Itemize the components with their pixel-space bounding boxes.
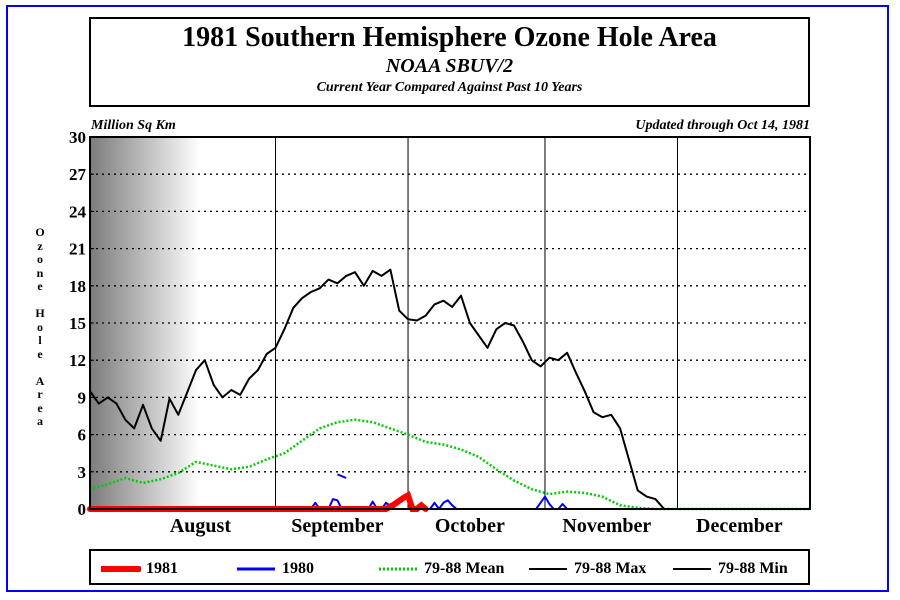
- x-month-label: October: [435, 515, 505, 537]
- y-tick-label: 0: [78, 500, 87, 519]
- legend-label-max: 79-88 Max: [574, 560, 647, 577]
- x-month-label: December: [696, 515, 783, 537]
- y-tick-label: 27: [69, 165, 87, 184]
- legend: 1981 1980 79-88 Mean 79-88 Max 79-88 Min: [89, 549, 810, 585]
- x-month-label: November: [562, 515, 651, 537]
- y-tick-label: 6: [78, 426, 87, 445]
- series-max-line: [89, 268, 682, 510]
- y-axis-label: O z o n e H o l e A r e a: [35, 225, 45, 428]
- legend-label-min: 79-88 Min: [718, 560, 788, 577]
- y-tick-label: 12: [69, 351, 86, 370]
- x-month-label: September: [291, 515, 383, 537]
- chart-subtitle: NOAA SBUV/2: [385, 55, 514, 77]
- y-tick-label: 9: [78, 388, 87, 407]
- chart-title: 1981 Southern Hemisphere Ozone Hole Area: [182, 22, 717, 53]
- legend-label-1981: 1981: [146, 560, 178, 577]
- y-tick-label: 3: [78, 463, 87, 482]
- legend-label-1980: 1980: [282, 560, 314, 577]
- title-box: 1981 Southern Hemisphere Ozone Hole Area…: [89, 17, 810, 107]
- legend-label-mean: 79-88 Mean: [424, 560, 505, 577]
- series-mean-line: [89, 418, 810, 511]
- series-y1980-line: [337, 473, 347, 479]
- y-tick-label: 21: [69, 240, 86, 259]
- chart-subtitle-secondary: Current Year Compared Against Past 10 Ye…: [316, 80, 583, 95]
- updated-label: Updated through Oct 14, 1981: [635, 118, 810, 133]
- x-month-label: August: [170, 515, 231, 537]
- units-label: Million Sq Km: [91, 118, 176, 133]
- y-tick-label: 18: [69, 277, 86, 296]
- y-tick-label: 30: [69, 128, 86, 147]
- outer-frame: [6, 5, 889, 592]
- y-tick-label: 15: [69, 314, 86, 333]
- y-tick-label: 24: [69, 202, 87, 221]
